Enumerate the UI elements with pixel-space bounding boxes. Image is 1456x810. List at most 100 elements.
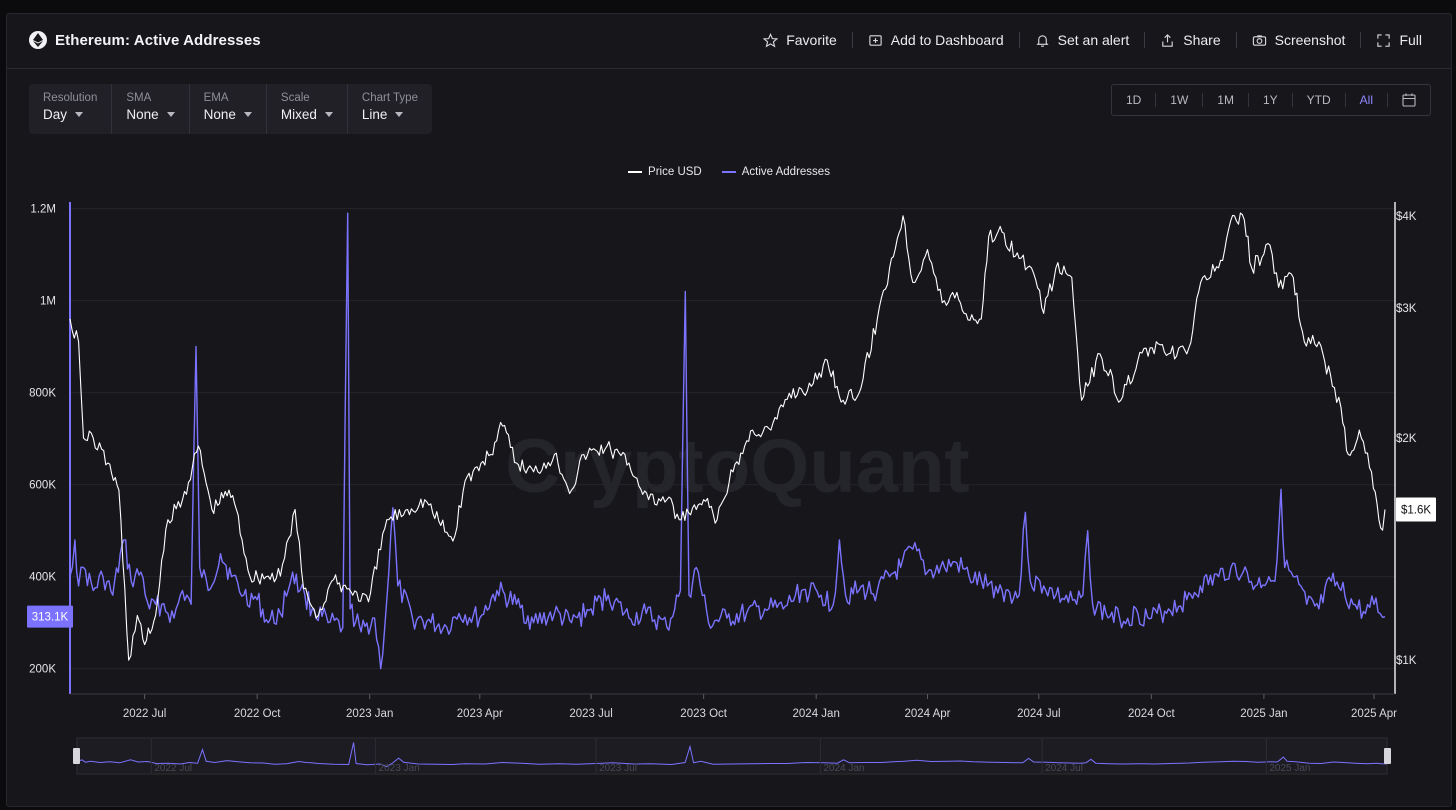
ema-value: None [203, 107, 236, 122]
y-left-tick-label: 600K [29, 480, 56, 492]
navigator-tick-label: 2023 Jul [599, 763, 637, 774]
chevron-down-icon [243, 112, 252, 117]
navigator-left-handle[interactable] [73, 748, 80, 764]
share-icon [1162, 33, 1173, 47]
chart-type-select[interactable]: Chart Type Line [348, 84, 432, 134]
navigator-series-line [76, 742, 1388, 768]
legend-price-swatch [628, 171, 643, 173]
active-addresses-line [69, 212, 1386, 670]
legend-active-swatch [721, 171, 736, 173]
y-left-tick-label: 400K [29, 572, 56, 584]
ema-select[interactable]: EMA None [190, 84, 267, 134]
add-to-dashboard-label: Add to Dashboard [890, 32, 1004, 48]
add-to-dashboard-button[interactable]: Add to Dashboard [851, 32, 1019, 48]
x-tick-label: 2023 Oct [680, 708, 727, 720]
chevron-down-icon [395, 112, 404, 117]
screenshot-button[interactable]: Screenshot [1235, 32, 1361, 48]
calendar-button[interactable] [1388, 93, 1430, 107]
sma-select[interactable]: SMA None [112, 84, 190, 134]
navigator-tick-label: 2023 Jan [379, 763, 420, 774]
range-ytd-button[interactable]: YTD [1293, 93, 1346, 107]
y-right-tick-label: $4K [1396, 211, 1417, 223]
share-button[interactable]: Share [1144, 32, 1235, 48]
legend-price-label: Price USD [648, 166, 702, 178]
x-tick-label: 2022 Jul [123, 708, 166, 720]
camera-icon [1252, 34, 1266, 46]
chart-canvas: CryptoQuant 200K 400K 600K 800K 1M 1.2M $1K $2K $… [27, 202, 1436, 775]
y-left-tick-label: 1M [40, 296, 56, 308]
resolution-select[interactable]: Resolution Day [29, 84, 113, 134]
x-tick-label: 2024 Apr [904, 708, 950, 720]
chevron-down-icon [324, 112, 333, 117]
x-tick-label: 2022 Oct [234, 708, 281, 720]
y-right-tick-label: $3K [1396, 303, 1417, 315]
scale-select[interactable]: Scale Mixed [267, 84, 348, 134]
favorite-button[interactable]: Favorite [748, 32, 852, 48]
y-left-tick-label: 800K [29, 388, 56, 400]
chart-panel: Ethereum: Active Addresses Favorite Add … [6, 13, 1452, 807]
current-price-value: $1.6K [1401, 505, 1431, 517]
sma-value: None [126, 107, 159, 122]
x-tick-label: 2024 Jul [1017, 708, 1060, 720]
fullscreen-icon [1377, 33, 1391, 47]
chart-type-label: Chart Type [361, 92, 418, 104]
x-tick-label: 2023 Jul [569, 708, 612, 720]
title-group: Ethereum: Active Addresses [29, 31, 261, 49]
range-1d-button[interactable]: 1D [1112, 93, 1157, 107]
y-right-tick-label: $1K [1396, 655, 1417, 667]
bell-icon [1036, 34, 1049, 47]
x-tick-label: 2023 Jan [346, 708, 393, 720]
navigator-tick-label: 2022 Jul [154, 763, 192, 774]
favorite-label: Favorite [786, 32, 837, 48]
scale-label: Scale [280, 92, 310, 104]
page-title: Ethereum: Active Addresses [55, 31, 261, 49]
x-tick-label: 2024 Jan [793, 708, 840, 720]
ema-label: EMA [203, 92, 229, 104]
chart-controls: Resolution Day SMA None EMA None Scale M… [29, 84, 432, 134]
current-active-addresses-value: 313.1K [32, 612, 69, 624]
legend-active-label: Active Addresses [741, 166, 830, 178]
resolution-label: Resolution [43, 92, 98, 104]
y-right-tick-label: $2K [1396, 433, 1417, 445]
set-alert-label: Set an alert [1057, 32, 1130, 48]
x-tick-label: 2024 Oct [1128, 708, 1175, 720]
screenshot-label: Screenshot [1274, 32, 1346, 48]
sma-label: SMA [126, 92, 152, 104]
watermark-text: CryptoQuant [505, 424, 969, 509]
chart-legend: Price USD Active Addresses [7, 166, 1451, 178]
range-1y-button[interactable]: 1Y [1249, 93, 1293, 107]
legend-active-addresses[interactable]: Active Addresses [721, 166, 830, 178]
range-1m-button[interactable]: 1M [1203, 93, 1249, 107]
x-tick-label: 2025 Apr [1351, 708, 1397, 720]
resolution-value: Day [43, 107, 68, 122]
chart-header: Ethereum: Active Addresses Favorite Add … [7, 14, 1451, 69]
navigator-tick-label: 2024 Jan [823, 763, 864, 774]
range-all-button[interactable]: All [1346, 93, 1388, 107]
navigator-tick-label: 2025 Jan [1269, 763, 1310, 774]
fullscreen-button[interactable]: Full [1360, 32, 1437, 48]
navigator-track [76, 737, 1388, 775]
legend-price-usd[interactable]: Price USD [628, 166, 702, 178]
x-tick-label: 2025 Jan [1240, 708, 1287, 720]
time-range-selector: 1D 1W 1M 1Y YTD All [1110, 84, 1431, 116]
y-left-tick-label: 200K [29, 664, 56, 676]
ethereum-icon [29, 31, 47, 49]
price-usd-line [69, 212, 1386, 661]
star-icon [763, 32, 779, 47]
set-alert-button[interactable]: Set an alert [1018, 32, 1145, 48]
navigator-right-handle[interactable] [1384, 748, 1391, 764]
header-actions: Favorite Add to Dashboard Set an alert S… [748, 32, 1437, 48]
y-left-tick-label: 1.2M [30, 204, 56, 216]
navigator-tick-label: 2024 Jul [1045, 763, 1083, 774]
share-label: Share [1183, 32, 1221, 48]
fullscreen-label: Full [1399, 32, 1422, 48]
chevron-down-icon [75, 112, 84, 117]
range-1w-button[interactable]: 1W [1156, 93, 1204, 107]
dashboard-add-icon [869, 34, 882, 46]
chevron-down-icon [166, 112, 175, 117]
chart-type-value: Line [361, 107, 388, 122]
x-tick-label: 2023 Apr [457, 708, 503, 720]
current-price-badge [1396, 497, 1436, 522]
calendar-icon [1402, 93, 1416, 107]
scale-value: Mixed [280, 107, 317, 122]
